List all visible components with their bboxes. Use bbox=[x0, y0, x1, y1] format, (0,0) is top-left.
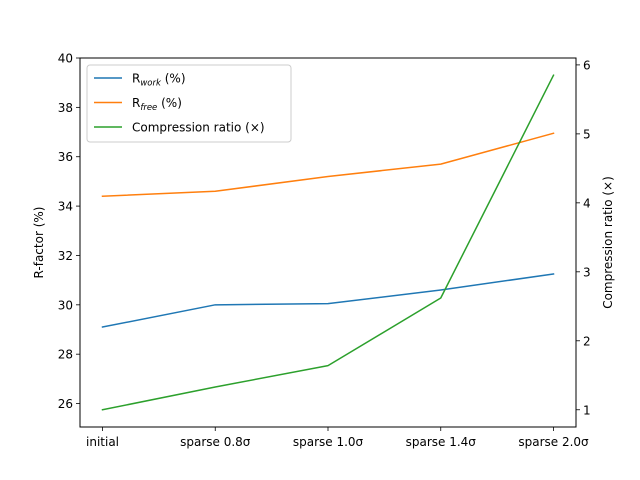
y-tick-label: 30 bbox=[58, 298, 73, 312]
y2-tick-label: 1 bbox=[583, 403, 591, 417]
legend-item: Compression ratio (×) bbox=[94, 121, 265, 135]
y-tick-label: 38 bbox=[58, 101, 73, 115]
x-tick-label: sparse 1.4σ bbox=[406, 435, 477, 449]
legend-label: Rwork (%) bbox=[132, 72, 186, 89]
legend-label: Compression ratio (×) bbox=[132, 121, 265, 135]
y-tick-label: 36 bbox=[58, 150, 73, 164]
legend-box bbox=[86, 64, 292, 143]
x-tick-label: initial bbox=[86, 435, 119, 449]
x-tick-label: sparse 1.0σ bbox=[293, 435, 364, 449]
y2-axis-label: Compression ratio (×) bbox=[601, 176, 615, 309]
y-tick-label: 26 bbox=[58, 397, 73, 411]
y-tick-label: 28 bbox=[58, 348, 73, 362]
y-axis-label: R-factor (%) bbox=[32, 207, 46, 279]
y2-tick-label: 3 bbox=[583, 265, 591, 279]
plot-lines bbox=[101, 74, 555, 411]
legend-label: Rfree (%) bbox=[132, 96, 182, 113]
legend-item: Rfree (%) bbox=[94, 96, 182, 113]
series-line-r-free bbox=[101, 132, 555, 198]
x-tick-label: sparse 2.0σ bbox=[518, 435, 589, 449]
x-tick-label: sparse 0.8σ bbox=[180, 435, 251, 449]
y2-tick-label: 4 bbox=[583, 196, 591, 210]
y-axis-right: 1 2 3 4 5 6 bbox=[576, 58, 591, 417]
y2-tick-label: 6 bbox=[583, 58, 591, 72]
y-tick-label: 34 bbox=[58, 200, 73, 214]
y-tick-label: 40 bbox=[58, 52, 73, 66]
y2-tick-label: 5 bbox=[583, 127, 591, 141]
legend-item: Rwork (%) bbox=[94, 72, 186, 89]
series-line-r-work bbox=[101, 273, 555, 328]
y2-tick-label: 2 bbox=[583, 334, 591, 348]
legend: Rwork (%) Rfree (%) Compression ratio (×) bbox=[86, 64, 292, 143]
y-axis-left: 26 28 30 32 34 36 38 40 bbox=[58, 52, 80, 411]
y-tick-label: 32 bbox=[58, 249, 73, 263]
x-axis: initial sparse 0.8σ sparse 1.0σ sparse 1.4σ… bbox=[86, 427, 589, 449]
series-line-compression-ratio bbox=[101, 74, 555, 411]
